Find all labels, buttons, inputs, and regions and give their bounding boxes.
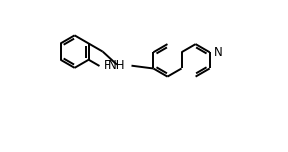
Text: N: N [214, 46, 223, 59]
Text: NH: NH [108, 59, 125, 72]
Text: F: F [104, 59, 110, 73]
